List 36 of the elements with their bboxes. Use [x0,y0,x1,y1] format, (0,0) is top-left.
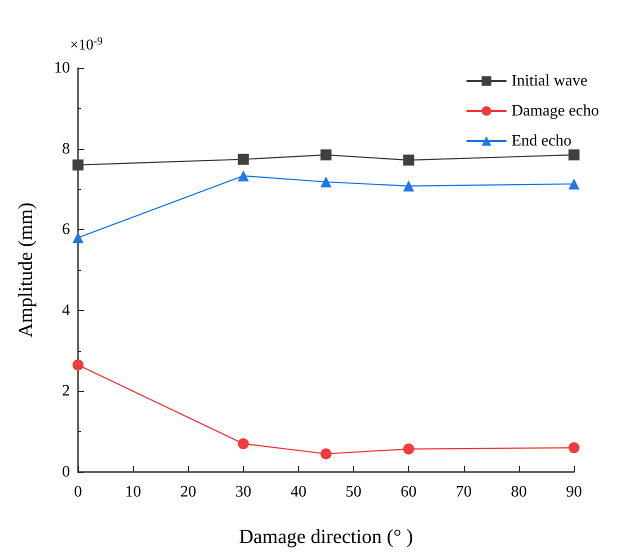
y-tick-label: 4 [62,302,70,319]
y-tick-label: 0 [62,464,70,480]
point [568,149,580,160]
y-tick-label: 10 [54,60,70,76]
legend-label: Damage echo [511,102,600,120]
x-tick-label: 10 [125,484,142,500]
point [568,442,580,454]
point [320,149,332,160]
x-tick-label: 70 [456,484,472,500]
y-tick-label: 2 [62,382,70,400]
point [72,232,84,244]
y-tick-label: 8 [62,140,70,158]
point [568,178,580,190]
point [72,359,84,370]
x-tick-label: 60 [400,484,417,500]
legend-label: End echo [511,132,572,150]
legend-label: Initial wave [511,72,588,90]
x-tick-label: 40 [290,484,306,500]
point [403,154,414,166]
point [403,180,414,192]
y-tick-label: 6 [62,221,70,238]
x-tick-label: 90 [566,484,582,500]
point [238,170,249,182]
point [238,438,249,450]
x-tick-label: 80 [510,484,527,500]
x-tick-label: 0 [74,484,82,500]
x-tick-label: 20 [180,484,196,500]
point [72,159,84,170]
point [320,176,332,188]
point [320,448,332,460]
point [238,154,249,165]
x-axis-title: Damage direction (° ) [238,526,414,548]
y-axis-title: Amplitude (mm) [15,202,37,338]
x-tick-label: 30 [235,484,252,500]
x-tick-label: 50 [346,484,362,500]
point [403,443,414,454]
